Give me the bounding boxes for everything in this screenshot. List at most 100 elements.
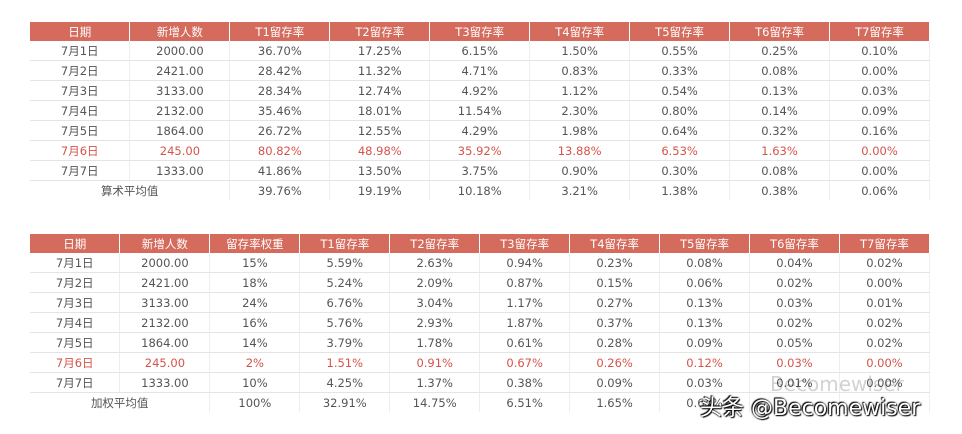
cell: 0.15% xyxy=(569,272,661,293)
average-cell: 3.21% xyxy=(529,180,631,200)
cell: 0.13% xyxy=(729,80,830,101)
cell: 0.00% xyxy=(839,372,931,393)
header-cell: T5留存率 xyxy=(659,234,750,253)
header-cell: 留存率权重 xyxy=(209,234,301,253)
cell: 4.92% xyxy=(429,80,531,101)
cell: 12.74% xyxy=(329,80,431,101)
cell: 0.83% xyxy=(529,60,631,81)
cell: 0.23% xyxy=(569,253,661,273)
cell: 2132.00 xyxy=(129,100,231,121)
average-label: 加权平均值 xyxy=(30,392,211,412)
header-row: 日期 新增人数 留存率权重 T1留存率 T2留存率 T3留存率 T4留存率 T5留存率 T6留存… xyxy=(30,234,931,253)
header-cell: 新增人数 xyxy=(119,234,211,253)
average-cell: 39.76% xyxy=(229,180,331,200)
cell: 0.90% xyxy=(529,160,631,181)
cell: 7月3日 xyxy=(30,292,121,313)
table-body: 7月1日 2000.00 36.70% 17.25% 6.15% 1.50% 0.55% 0.… xyxy=(30,41,930,181)
cell: 0.80% xyxy=(629,100,731,121)
cell: 14% xyxy=(209,332,301,353)
cell: 2.30% xyxy=(529,100,631,121)
cell: 7月6日 xyxy=(30,352,121,373)
row: 7月3日 3133.00 28.34% 12.74% 4.92% 1.12% 0.54% 0.… xyxy=(30,80,930,101)
cell: 3.79% xyxy=(299,332,391,353)
table-footer: 算术平均值 39.76% 19.19% 10.18% 3.21% 1.38% 0.38% 0.… xyxy=(30,180,930,200)
cell: 0.09% xyxy=(829,100,930,121)
row: 7月5日 1864.00 14% 3.79% 1.78% 0.61% 0.28% 0.09% 0… xyxy=(30,332,931,353)
cell: 0.30% xyxy=(629,160,731,181)
average-cell: 6.51% xyxy=(479,392,571,412)
cell: 0.55% xyxy=(629,41,731,61)
cell: 1.17% xyxy=(479,292,571,313)
cell: 3133.00 xyxy=(129,80,231,101)
header-cell: T1留存率 xyxy=(229,22,331,41)
header-cell: T3留存率 xyxy=(479,234,571,253)
table: 日期 新增人数 T1留存率 T2留存率 T3留存率 T4留存率 T5留存率 T6留存率 T7留存… xyxy=(30,22,930,200)
cell: 0.00% xyxy=(839,272,931,293)
header-row: 日期 新增人数 T1留存率 T2留存率 T3留存率 T4留存率 T5留存率 T6留存率 T7留存… xyxy=(30,22,930,41)
average-cell: 0.38% xyxy=(729,180,830,200)
average-cell: 19.19% xyxy=(329,180,431,200)
average-cell: 14.75% xyxy=(389,392,481,412)
cell: 35.92% xyxy=(429,140,531,161)
cell: 12.55% xyxy=(329,120,431,141)
cell: 80.82% xyxy=(229,140,331,161)
cell: 7月1日 xyxy=(30,253,121,273)
average-row: 加权平均值 100% 32.91% 14.75% 6.51% 1.65% 0.64% xyxy=(30,392,931,412)
cell: 0.08% xyxy=(729,60,830,81)
cell: 0.25% xyxy=(729,41,830,61)
cell: 2.09% xyxy=(389,272,481,293)
cell: 7月2日 xyxy=(30,272,121,293)
cell: 36.70% xyxy=(229,41,331,61)
row: 7月1日 2000.00 15% 5.59% 2.63% 0.94% 0.23% 0.08% 0… xyxy=(30,253,931,273)
cell: 1.12% xyxy=(529,80,631,101)
header-cell: T5留存率 xyxy=(629,22,731,41)
cell: 0.54% xyxy=(629,80,731,101)
cell: 0.12% xyxy=(659,352,750,373)
cell: 1.98% xyxy=(529,120,631,141)
row: 7月3日 3133.00 24% 6.76% 3.04% 1.17% 0.27% 0.13% 0… xyxy=(30,292,931,313)
cell: 0.02% xyxy=(839,253,931,273)
row: 7月7日 1333.00 10% 4.25% 1.37% 0.38% 0.09% 0.03% 0… xyxy=(30,372,931,393)
table-header: 日期 新增人数 留存率权重 T1留存率 T2留存率 T3留存率 T4留存率 T5留存率 T6留存… xyxy=(30,234,931,253)
cell: 2% xyxy=(209,352,301,373)
cell: 5.59% xyxy=(299,253,391,273)
cell: 48.98% xyxy=(329,140,431,161)
cell: 0.37% xyxy=(569,312,661,333)
average-cell: 1.38% xyxy=(629,180,731,200)
average-label: 算术平均值 xyxy=(30,180,231,200)
cell: 2132.00 xyxy=(119,312,211,333)
cell: 1.78% xyxy=(389,332,481,353)
cell: 0.08% xyxy=(729,160,830,181)
cell: 4.29% xyxy=(429,120,531,141)
cell: 0.28% xyxy=(569,332,661,353)
cell: 7月5日 xyxy=(30,332,121,353)
header-cell: T2留存率 xyxy=(389,234,481,253)
cell: 7月2日 xyxy=(30,60,131,81)
cell: 6.15% xyxy=(429,41,531,61)
cell: 1864.00 xyxy=(119,332,211,353)
cell: 11.32% xyxy=(329,60,431,81)
cell: 0.32% xyxy=(729,120,830,141)
cell: 2421.00 xyxy=(119,272,211,293)
cell: 26.72% xyxy=(229,120,331,141)
cell: 7月7日 xyxy=(30,372,121,393)
cell: 0.27% xyxy=(569,292,661,313)
cell: 0.94% xyxy=(479,253,571,273)
cell: 18% xyxy=(209,272,301,293)
cell: 11.54% xyxy=(429,100,531,121)
cell: 3133.00 xyxy=(119,292,211,313)
header-cell: 日期 xyxy=(30,22,131,41)
cell: 0.13% xyxy=(659,312,750,333)
cell: 0.02% xyxy=(749,272,840,293)
watermark: 头条 @Becomewiser xyxy=(700,396,921,421)
header-cell: T4留存率 xyxy=(529,22,631,41)
average-cell: 32.91% xyxy=(299,392,391,412)
header-cell: T3留存率 xyxy=(429,22,531,41)
cell: 0.13% xyxy=(659,292,750,313)
row: 7月2日 2421.00 28.42% 11.32% 4.71% 0.83% 0.33% 0.… xyxy=(30,60,930,81)
cell: 0.05% xyxy=(749,332,840,353)
cell: 6.53% xyxy=(629,140,731,161)
cell: 0.00% xyxy=(829,160,930,181)
cell: 1.37% xyxy=(389,372,481,393)
